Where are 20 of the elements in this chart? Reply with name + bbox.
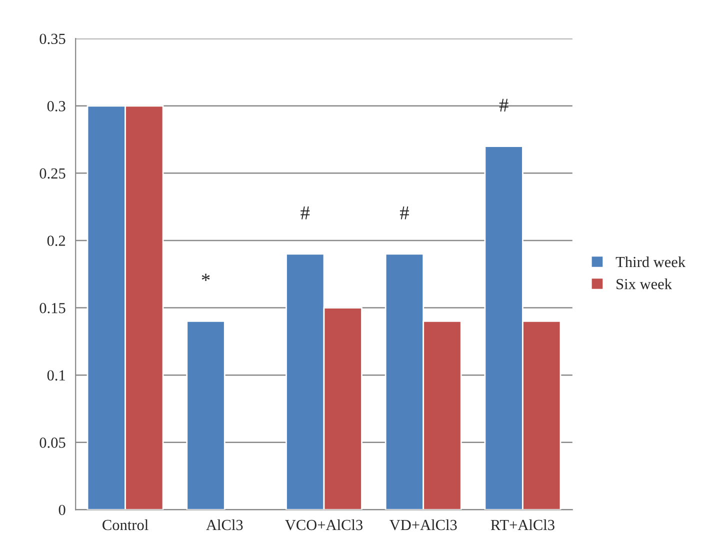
y-tick-label: 0.1: [47, 370, 65, 381]
annotation: *: [202, 274, 210, 281]
y-tick-label: 0.25: [40, 168, 66, 179]
x-tick-label: RT+AlCl3: [490, 519, 554, 530]
legend-label: Six week: [616, 278, 672, 290]
x-tick-label: VD+AlCl3: [390, 519, 457, 530]
x-tick-label: VCO+AlCl3: [285, 519, 363, 530]
y-tick-label: 0.15: [40, 302, 66, 314]
y-tick-label: 0.35: [40, 34, 66, 44]
annotation: #: [300, 206, 310, 220]
legend-label: Third week: [616, 256, 686, 268]
x-tick-label: Control: [102, 519, 148, 530]
bar: [186, 320, 226, 510]
annotation: #: [400, 206, 409, 220]
y-tick-label: 0.3: [47, 101, 66, 112]
annotation: #: [499, 98, 508, 112]
y-tick-label: 0.2: [47, 236, 66, 246]
y-tick-label: 0.05: [40, 438, 66, 448]
y-tick-label: 0: [58, 504, 66, 516]
x-tick-label: AlCl3: [206, 519, 243, 530]
